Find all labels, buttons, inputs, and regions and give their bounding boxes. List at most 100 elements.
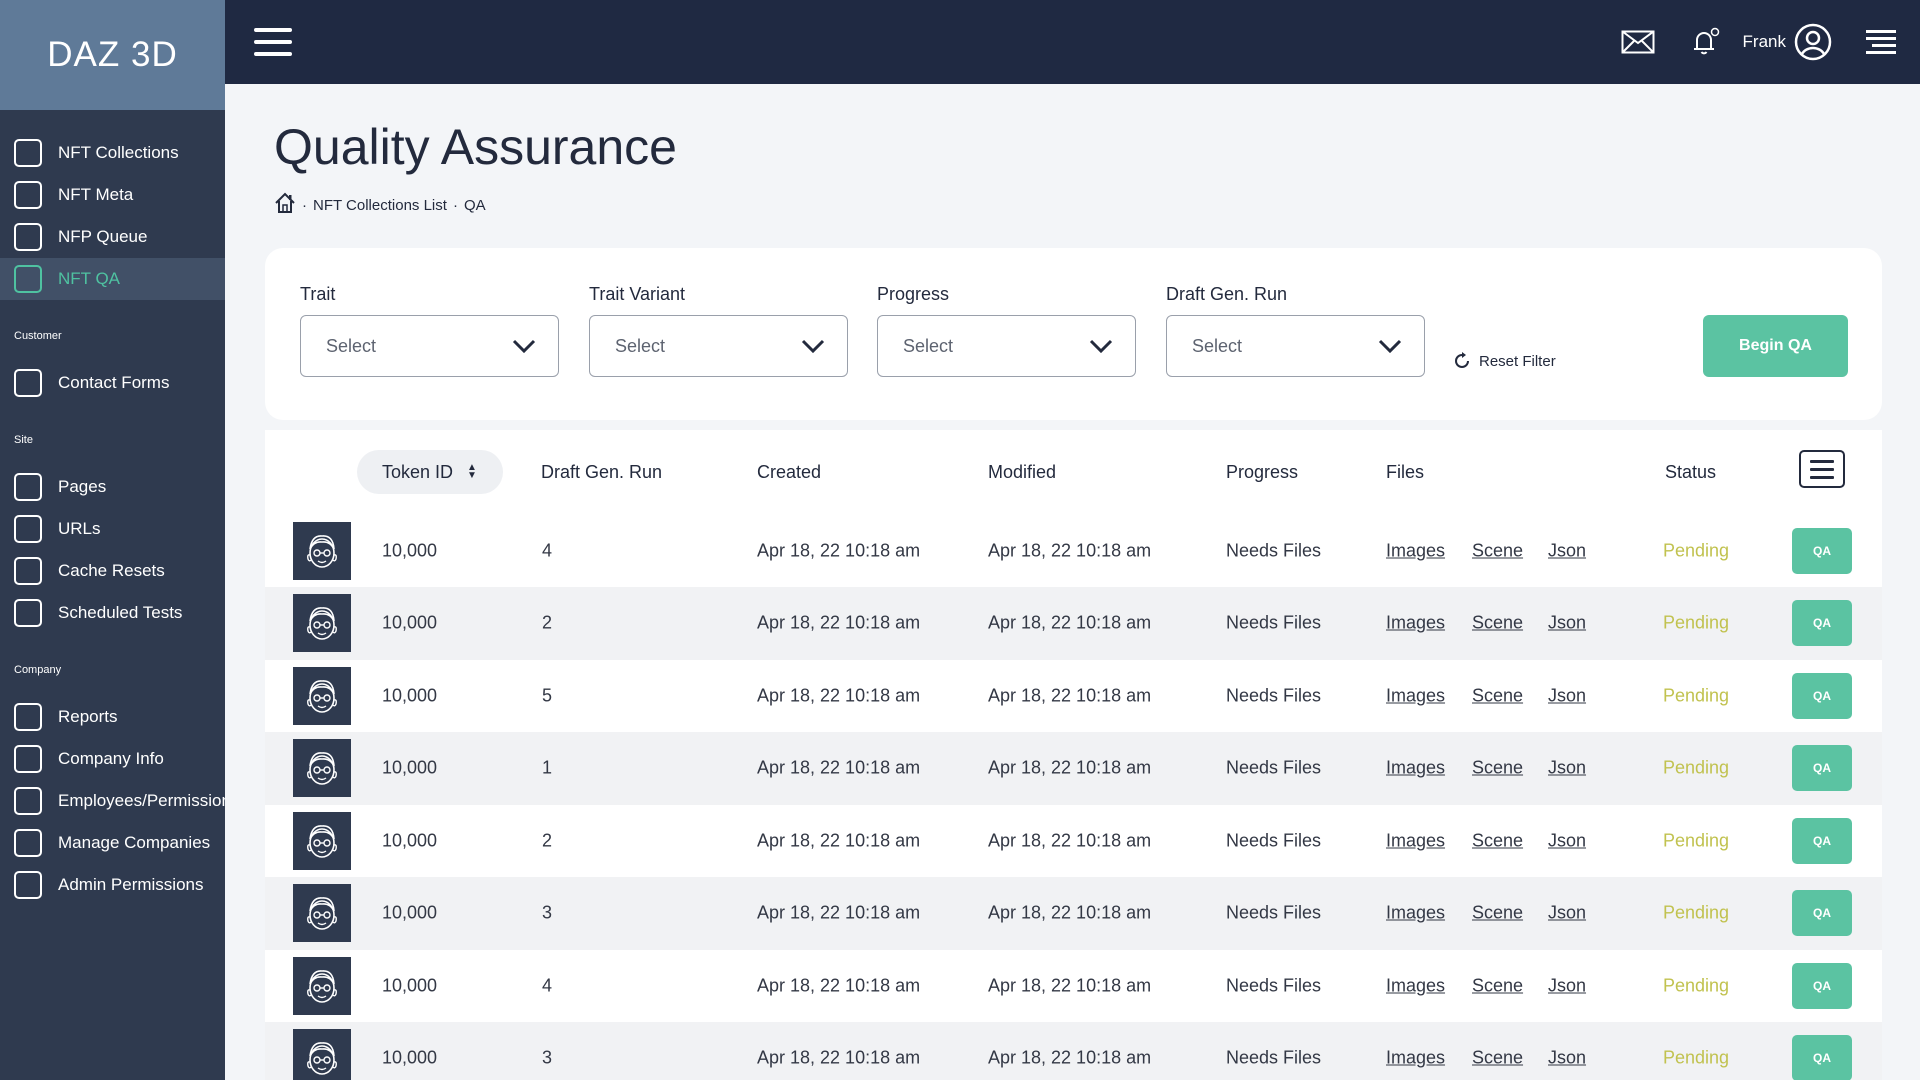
filter-draft-gen-run: Draft Gen. Run Select [1166,284,1425,377]
user-circle-icon[interactable] [1794,23,1832,61]
column-menu-button[interactable] [1799,450,1845,488]
json-link[interactable]: Json [1548,540,1587,560]
qa-button[interactable]: QA [1792,745,1852,791]
json-link[interactable]: Json [1548,612,1587,633]
checkbox-icon [14,515,42,543]
sidebar-item-cache-resets[interactable]: Cache Resets [0,550,225,592]
draft-run-cell: 2 [542,830,553,850]
avatar[interactable] [293,884,351,942]
qa-button[interactable]: QA [1792,817,1852,864]
modified-cell: Apr 18, 22 10:18 am [988,975,1152,995]
scene-link[interactable]: Scene [1472,975,1524,995]
status-badge: Pending [1663,757,1730,778]
chevron-down-icon [1089,339,1113,353]
mail-icon[interactable] [1621,30,1655,54]
images-link[interactable]: Images [1386,1047,1446,1068]
images-link[interactable]: Images [1386,757,1446,778]
avatar[interactable] [293,956,351,1015]
app-logo[interactable]: DAZ 3D [0,0,225,110]
json-link[interactable]: Json [1548,902,1587,923]
scene-link[interactable]: Scene [1472,612,1524,633]
json-link[interactable]: Json [1548,1047,1587,1068]
sidebar-item-nft-collections[interactable]: NFT Collections [0,132,225,174]
sidebar-item-admin-permissions[interactable]: Admin Permissions [0,864,225,906]
breadcrumb-nft-collections[interactable]: NFT Collections List [313,196,447,214]
sidebar-item-manage-companies[interactable]: Manage Companies [0,822,225,864]
progress-cell: Needs Files [1226,830,1322,850]
avatar[interactable] [293,521,351,580]
sidebar-item-label: Admin Permissions [58,875,204,894]
sidebar-item-company-info[interactable]: Company Info [0,738,225,780]
sidebar-item-pages[interactable]: Pages [0,466,225,508]
progress-cell: Needs Files [1226,1047,1322,1068]
json-link[interactable]: Json [1548,757,1587,778]
reset-filter-button[interactable]: Reset Filter [1453,352,1556,370]
checkbox-icon [14,829,42,857]
qa-button[interactable]: QA [1792,600,1852,646]
images-link[interactable]: Images [1386,830,1446,850]
token-id-header[interactable]: Token ID ▲ ▼ [357,450,503,494]
sidebar-item-urls[interactable]: URLs [0,508,225,550]
table-header: Token ID ▲ ▼ Draft Gen. Run Created Modif… [265,430,1882,514]
sidebar-item-scheduled-tests[interactable]: Scheduled Tests [0,592,225,634]
qa-button[interactable]: QA [1792,890,1852,936]
json-link[interactable]: Json [1548,830,1587,850]
sidebar-item-employees-permissions[interactable]: Employees/Permissions [0,780,225,822]
checkbox-icon [14,265,42,293]
images-link[interactable]: Images [1386,612,1446,633]
qa-button[interactable]: QA [1792,1035,1852,1080]
filter-progress: Progress Select [877,284,1136,377]
scene-link[interactable]: Scene [1472,540,1524,560]
status-badge: Pending [1663,975,1730,995]
home-icon[interactable] [274,192,296,218]
bell-icon[interactable] [1689,26,1721,58]
breadcrumb-qa: QA [463,196,486,214]
scene-link[interactable]: Scene [1472,830,1524,850]
checkbox-icon [14,787,42,815]
created-cell: Apr 18, 22 10:18 am [757,902,921,923]
table-row: 10,000 4 Apr 18, 22 10:18 am Apr 18, 22 … [265,514,1882,587]
begin-qa-button[interactable]: Begin QA [1703,315,1848,377]
sidebar-item-nft-qa[interactable]: NFT QA [0,258,225,300]
sidebar-item-reports[interactable]: Reports [0,696,225,738]
checkbox-icon [14,369,42,397]
filter-card: Trait Select Trait Variant Select Progre… [265,248,1882,420]
created-header: Created [757,462,822,482]
images-link[interactable]: Images [1386,540,1446,560]
scene-link[interactable]: Scene [1472,1047,1524,1068]
progress-cell: Needs Files [1226,757,1322,778]
select-value: Select [326,335,377,356]
sidebar-item-nft-meta[interactable]: NFT Meta [0,174,225,216]
avatar[interactable] [293,594,351,652]
hamburger-icon[interactable] [254,28,292,56]
sidebar-item-nfp-queue[interactable]: NFP Queue [0,216,225,258]
progress-select[interactable]: Select [877,315,1136,377]
user-name[interactable]: Frank [1742,32,1786,51]
images-link[interactable]: Images [1386,685,1446,705]
topbar: Frank [225,0,1920,84]
avatar[interactable] [293,811,351,870]
avatar[interactable] [293,739,351,797]
sidebar-item-contact-forms[interactable]: Contact Forms [0,362,225,404]
scene-link[interactable]: Scene [1472,902,1524,923]
scene-link[interactable]: Scene [1472,685,1524,705]
draft-gen-run-select[interactable]: Select [1166,315,1425,377]
select-value: Select [903,335,954,356]
modified-cell: Apr 18, 22 10:18 am [988,612,1152,633]
checkbox-icon [14,557,42,585]
avatar[interactable] [293,666,351,725]
json-link[interactable]: Json [1548,975,1587,995]
images-link[interactable]: Images [1386,902,1446,923]
json-link[interactable]: Json [1548,685,1587,705]
modified-cell: Apr 18, 22 10:18 am [988,830,1152,850]
trait-select[interactable]: Select [300,315,559,377]
qa-button[interactable]: QA [1792,962,1852,1009]
menu-lines-icon[interactable] [1866,28,1896,56]
avatar[interactable] [293,1029,351,1080]
modified-header: Modified [988,462,1057,482]
scene-link[interactable]: Scene [1472,757,1524,778]
qa-button[interactable]: QA [1792,672,1852,719]
qa-button[interactable]: QA [1792,527,1852,574]
images-link[interactable]: Images [1386,975,1446,995]
trait-variant-select[interactable]: Select [589,315,848,377]
